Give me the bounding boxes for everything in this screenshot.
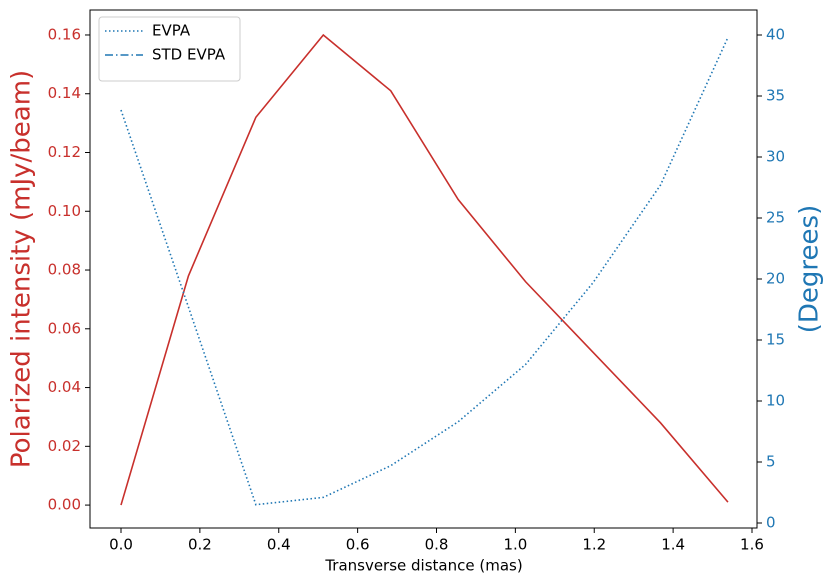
data-line xyxy=(120,37,729,506)
x-tick-label: 1.4 xyxy=(661,536,685,554)
y-tick-label: 0.12 xyxy=(48,143,81,161)
y-tick-label: 0.10 xyxy=(48,202,81,220)
y-tick-label: 0.16 xyxy=(48,25,81,43)
legend-label: EVPA xyxy=(152,22,191,40)
x-tick-label: 1.6 xyxy=(740,536,764,554)
x-axis-label: Transverse distance (mas) xyxy=(324,557,522,575)
y-axis-label: Polarized intensity (mJy/beam) xyxy=(7,70,37,468)
y2-tick-label: 30 xyxy=(766,148,785,166)
x-tick-label: 1.0 xyxy=(503,536,527,554)
x-tick-label: 1.2 xyxy=(582,536,606,554)
plot-frame xyxy=(89,9,758,529)
y2-tick-label: 35 xyxy=(766,87,785,105)
legend-label: STD EVPA xyxy=(152,46,226,64)
y2-tick-label: 15 xyxy=(766,331,785,349)
x-tick-label: 0.0 xyxy=(109,536,133,554)
x-tick-label: 0.6 xyxy=(346,536,370,554)
y-tick-label: 0.02 xyxy=(48,437,81,455)
y2-tick-label: 20 xyxy=(766,270,785,288)
y2-tick-label: 10 xyxy=(766,392,785,410)
y2-axis-label: (Degrees) xyxy=(795,205,825,333)
y-tick-label: 0.06 xyxy=(48,319,81,337)
x-tick-label: 0.4 xyxy=(267,536,291,554)
y2-tick-label: 25 xyxy=(766,209,785,227)
y-tick-label: 0.04 xyxy=(48,378,81,396)
y2-tick-label: 5 xyxy=(766,452,776,470)
y-tick-label: 0.08 xyxy=(48,261,81,279)
data-line xyxy=(120,33,729,506)
y2-tick-label: 0 xyxy=(766,513,776,531)
x-tick-label: 0.8 xyxy=(425,536,449,554)
y2-tick-label: 40 xyxy=(766,26,785,44)
legend-box xyxy=(98,16,241,82)
y-tick-label: 0.14 xyxy=(48,84,81,102)
y-tick-label: 0.00 xyxy=(48,496,81,514)
x-tick-label: 0.2 xyxy=(188,536,212,554)
